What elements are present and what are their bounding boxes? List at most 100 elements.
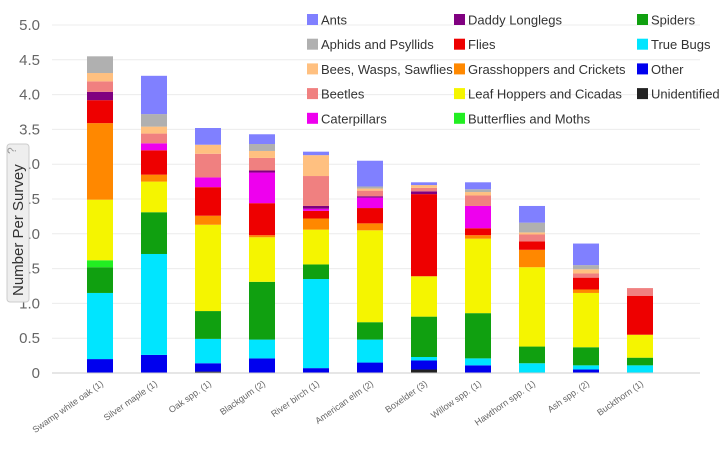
bar-stack[interactable]	[411, 182, 437, 373]
bar-segment[interactable]	[87, 260, 113, 268]
bar-segment[interactable]	[87, 56, 113, 74]
bar-segment[interactable]	[87, 123, 113, 200]
bar-stack[interactable]	[357, 160, 383, 373]
bar-segment[interactable]	[141, 126, 167, 134]
bar-segment[interactable]	[465, 238, 491, 314]
bar-segment[interactable]	[627, 365, 653, 373]
bar-segment[interactable]	[195, 177, 221, 188]
legend-item[interactable]: Beetles	[307, 87, 365, 102]
legend-item[interactable]: Ants	[307, 13, 348, 28]
bar-segment[interactable]	[195, 311, 221, 339]
bar-segment[interactable]	[141, 354, 167, 373]
bar-segment[interactable]	[411, 360, 437, 370]
bar-segment[interactable]	[357, 223, 383, 231]
bar-segment[interactable]	[411, 191, 437, 195]
bar-segment[interactable]	[249, 281, 275, 340]
legend-item[interactable]: Spiders	[637, 13, 696, 28]
bar-segment[interactable]	[195, 338, 221, 364]
bar-segment[interactable]	[249, 358, 275, 373]
bar-segment[interactable]	[411, 182, 437, 186]
bar-segment[interactable]	[465, 365, 491, 373]
legend-item[interactable]: Butterflies and Moths	[454, 111, 591, 126]
bar-segment[interactable]	[573, 289, 599, 293]
bar-segment[interactable]	[249, 339, 275, 359]
bar-segment[interactable]	[465, 192, 491, 196]
bar-segment[interactable]	[87, 100, 113, 124]
bar-segment[interactable]	[249, 150, 275, 158]
bar-segment[interactable]	[465, 189, 491, 193]
bar-segment[interactable]	[141, 174, 167, 182]
bar-segment[interactable]	[303, 229, 329, 265]
bar-segment[interactable]	[357, 160, 383, 187]
bar-segment[interactable]	[141, 114, 167, 127]
bar-segment[interactable]	[519, 222, 545, 233]
bar-segment[interactable]	[627, 357, 653, 366]
bar-stack[interactable]	[195, 128, 221, 373]
bar-segment[interactable]	[411, 276, 437, 317]
bar-segment[interactable]	[519, 363, 545, 373]
bar-segment[interactable]	[303, 208, 329, 211]
bar-segment[interactable]	[141, 181, 167, 213]
legend-item[interactable]: Aphids and Psyllids	[307, 37, 434, 52]
bar-segment[interactable]	[303, 210, 329, 219]
legend-item[interactable]: Daddy Longlegs	[454, 13, 562, 28]
bar-segment[interactable]	[303, 264, 329, 280]
bar-segment[interactable]	[519, 234, 545, 242]
bar-segment[interactable]	[87, 91, 113, 101]
bar-segment[interactable]	[465, 205, 491, 229]
bar-segment[interactable]	[411, 316, 437, 357]
bar-stack[interactable]	[627, 288, 653, 373]
bar-segment[interactable]	[465, 235, 491, 239]
bar-segment[interactable]	[357, 188, 383, 191]
bar-segment[interactable]	[519, 205, 545, 223]
bar-segment[interactable]	[195, 363, 221, 372]
bar-segment[interactable]	[303, 205, 329, 209]
bar-segment[interactable]	[195, 224, 221, 312]
bar-segment[interactable]	[249, 237, 275, 282]
bar-stack[interactable]	[519, 205, 545, 373]
bar-segment[interactable]	[249, 144, 275, 151]
bar-segment[interactable]	[87, 199, 113, 261]
bar-segment[interactable]	[411, 356, 437, 361]
bar-stack[interactable]	[141, 75, 167, 373]
bar-segment[interactable]	[627, 288, 653, 296]
help-icon[interactable]: ?	[5, 147, 19, 154]
bar-segment[interactable]	[465, 182, 491, 190]
bar-segment[interactable]	[573, 265, 599, 270]
bar-stack[interactable]	[465, 182, 491, 373]
bar-segment[interactable]	[87, 267, 113, 293]
bar-segment[interactable]	[573, 292, 599, 348]
bar-segment[interactable]	[195, 153, 221, 178]
bar-segment[interactable]	[303, 218, 329, 230]
bar-segment[interactable]	[141, 143, 167, 151]
bar-segment[interactable]	[573, 347, 599, 366]
bar-segment[interactable]	[141, 133, 167, 144]
bar-segment[interactable]	[249, 170, 275, 173]
bar-segment[interactable]	[141, 150, 167, 175]
bar-segment[interactable]	[195, 144, 221, 154]
bar-segment[interactable]	[303, 176, 329, 206]
bar-segment[interactable]	[87, 292, 113, 360]
bar-stack[interactable]	[303, 151, 329, 373]
bar-segment[interactable]	[573, 269, 599, 274]
bar-segment[interactable]	[573, 365, 599, 370]
legend-item[interactable]: Bees, Wasps, Sawflies	[307, 62, 453, 77]
bar-segment[interactable]	[465, 228, 491, 236]
bar-segment[interactable]	[411, 185, 437, 188]
bar-stack[interactable]	[87, 56, 113, 373]
legend-item[interactable]: Grasshoppers and Crickets	[454, 62, 626, 77]
bar-stack[interactable]	[249, 134, 275, 373]
legend[interactable]: Ants Daddy Longlegs Spiders Aphids and Psyl…	[307, 13, 720, 127]
bar-segment[interactable]	[627, 334, 653, 358]
bar-segment[interactable]	[195, 215, 221, 225]
bar-segment[interactable]	[249, 235, 275, 238]
legend-item[interactable]: True Bugs	[637, 37, 711, 52]
legend-item[interactable]: Other	[637, 62, 684, 77]
bar-segment[interactable]	[357, 322, 383, 340]
bar-segment[interactable]	[357, 197, 383, 209]
bar-segment[interactable]	[357, 196, 383, 198]
bar-segment[interactable]	[357, 362, 383, 373]
bar-segment[interactable]	[303, 151, 329, 156]
bar-segment[interactable]	[357, 208, 383, 224]
bar-segment[interactable]	[249, 134, 275, 145]
